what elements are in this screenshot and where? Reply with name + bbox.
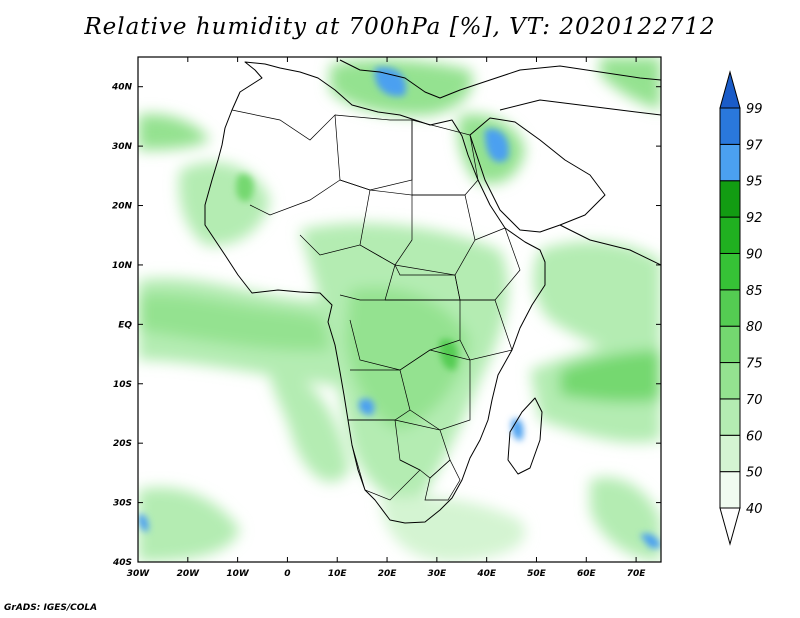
colorbar-box — [719, 216, 741, 254]
lat-tick-label: 30S — [113, 499, 132, 509]
colorbar-label: 80 — [746, 320, 763, 335]
lat-tick-label: 20N — [112, 202, 133, 212]
map-title: Relative humidity at 700hPa [%], VT: 202… — [84, 14, 716, 40]
colorbar-high-triangle — [719, 70, 741, 109]
lon-tick-label: 10E — [328, 569, 348, 579]
humidity-field — [138, 57, 661, 562]
colorbar-box — [719, 325, 741, 364]
lon-tick-label: 10W — [226, 569, 250, 579]
plot-frame — [137, 56, 662, 563]
colorbar-label: 50 — [746, 466, 763, 481]
lon-tick-label: 0 — [284, 569, 290, 579]
lon-tick-label: 50E — [527, 569, 547, 579]
colorbar-box — [719, 252, 741, 291]
lon-tick-label: 30W — [127, 569, 151, 579]
colorbar-box — [719, 289, 741, 327]
colorbar-box — [719, 398, 741, 436]
colorbar-label: 92 — [746, 211, 763, 226]
colorbar-box — [719, 434, 741, 473]
colorbar-label: 60 — [746, 429, 763, 444]
lon-tick-label: 30E — [428, 569, 448, 579]
lat-tick-label: 10S — [113, 380, 132, 390]
lon-tick-label: 40E — [476, 569, 497, 579]
colorbar: 40 50 60 70 75 80 85 90 92 95 97 99 — [719, 70, 763, 546]
lat-tick-label: 20S — [113, 439, 132, 449]
colorbar-label: 70 — [746, 393, 763, 408]
colorbar-box — [719, 362, 741, 400]
lat-tick-label: EQ — [118, 320, 132, 330]
coastlines — [204, 59, 661, 524]
colorbar-label: 95 — [746, 175, 763, 190]
longitude-axis: 30W 20W 10W 0 10E 20E 30E 40E 50E 60E 70E — [127, 57, 647, 579]
lat-tick-label: 10N — [112, 261, 133, 271]
colorbar-low-triangle — [719, 507, 741, 546]
colorbar-box — [719, 107, 741, 145]
colorbar-label: 75 — [746, 357, 763, 372]
lat-tick-label: 40N — [111, 83, 133, 93]
credit-text: GrADS: IGES/COLA — [4, 603, 98, 613]
lon-tick-label: 20E — [378, 569, 398, 579]
colorbar-box — [719, 471, 741, 509]
lon-tick-label: 60E — [577, 569, 597, 579]
colorbar-box — [719, 143, 741, 182]
colorbar-label: 99 — [746, 102, 763, 117]
colorbar-label: 97 — [746, 138, 763, 153]
colorbar-label: 90 — [746, 247, 763, 262]
lat-tick-label: 30N — [112, 142, 133, 152]
latitude-axis: 40N 30N 20N 10N EQ 10S 20S 30S 40S — [111, 83, 661, 568]
country-borders — [231, 109, 521, 501]
colorbar-box — [719, 180, 741, 218]
colorbar-label: 40 — [746, 502, 763, 517]
colorbar-label: 85 — [746, 284, 763, 299]
lon-tick-label: 20W — [177, 569, 201, 579]
lon-tick-label: 70E — [627, 569, 647, 579]
lat-tick-label: 40S — [112, 558, 132, 568]
